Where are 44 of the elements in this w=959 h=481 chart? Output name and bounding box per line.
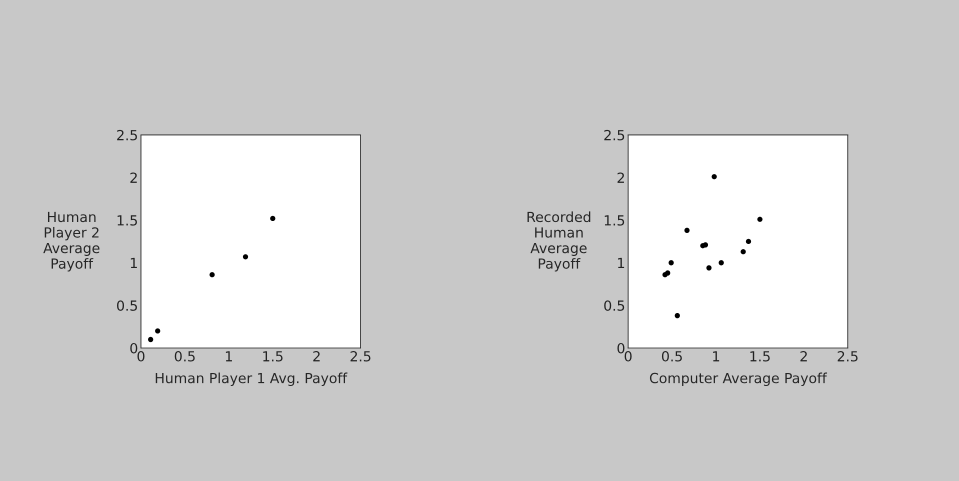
x-tick-label: 0.5 — [662, 351, 682, 362]
y-axis-title: Recorded Human Average Payoff — [528, 211, 590, 272]
x-tick-label: 2 — [800, 351, 807, 362]
y-tick-label: 0 — [617, 342, 624, 354]
y-tick-label: 0 — [130, 342, 138, 354]
y-tick-label: 1 — [130, 258, 137, 268]
point — [706, 265, 712, 270]
point — [155, 328, 160, 334]
point — [674, 313, 680, 318]
x-tick-label: 0.5 — [174, 351, 195, 362]
x-tick-label: 1 — [226, 351, 232, 362]
x-axis-title: Human Player 1 Avg. Payoff — [156, 372, 348, 386]
x-tick-label: 0 — [137, 351, 144, 362]
y-tick-label: 0.5 — [604, 300, 624, 311]
x-tick-label: 1.5 — [750, 351, 770, 362]
x-tick-label: 0 — [624, 351, 632, 362]
x-tick-label: 1.5 — [263, 351, 283, 362]
y-tick-label: 1.5 — [604, 215, 624, 226]
y-tick-label: 1.5 — [118, 215, 137, 226]
point — [746, 238, 752, 244]
point — [718, 260, 724, 266]
y-tick-label: 2.5 — [117, 130, 137, 140]
point — [210, 272, 215, 278]
point — [702, 242, 708, 248]
point — [270, 216, 276, 222]
y-axis-title: Human Player 2 Average Payoff — [43, 212, 100, 272]
point — [665, 270, 670, 276]
x-tick-label: 2.5 — [350, 351, 370, 362]
y-tick-label: 2 — [618, 172, 624, 183]
point — [740, 249, 746, 254]
y-tick-label: 1 — [618, 258, 624, 268]
x-tick-label: 1 — [713, 351, 720, 362]
x-tick-label: 2 — [313, 351, 320, 362]
point — [712, 174, 717, 180]
point — [684, 228, 690, 233]
point — [668, 260, 674, 266]
point — [242, 254, 248, 260]
y-tick-label: 2 — [130, 172, 137, 183]
x-tick-label: 2.5 — [838, 351, 858, 362]
y-tick-label: 0.5 — [117, 300, 137, 311]
x-axis-title: Computer Average Payoff — [650, 372, 828, 386]
point — [757, 216, 763, 222]
point — [148, 336, 154, 342]
y-tick-label: 2.5 — [604, 130, 624, 140]
